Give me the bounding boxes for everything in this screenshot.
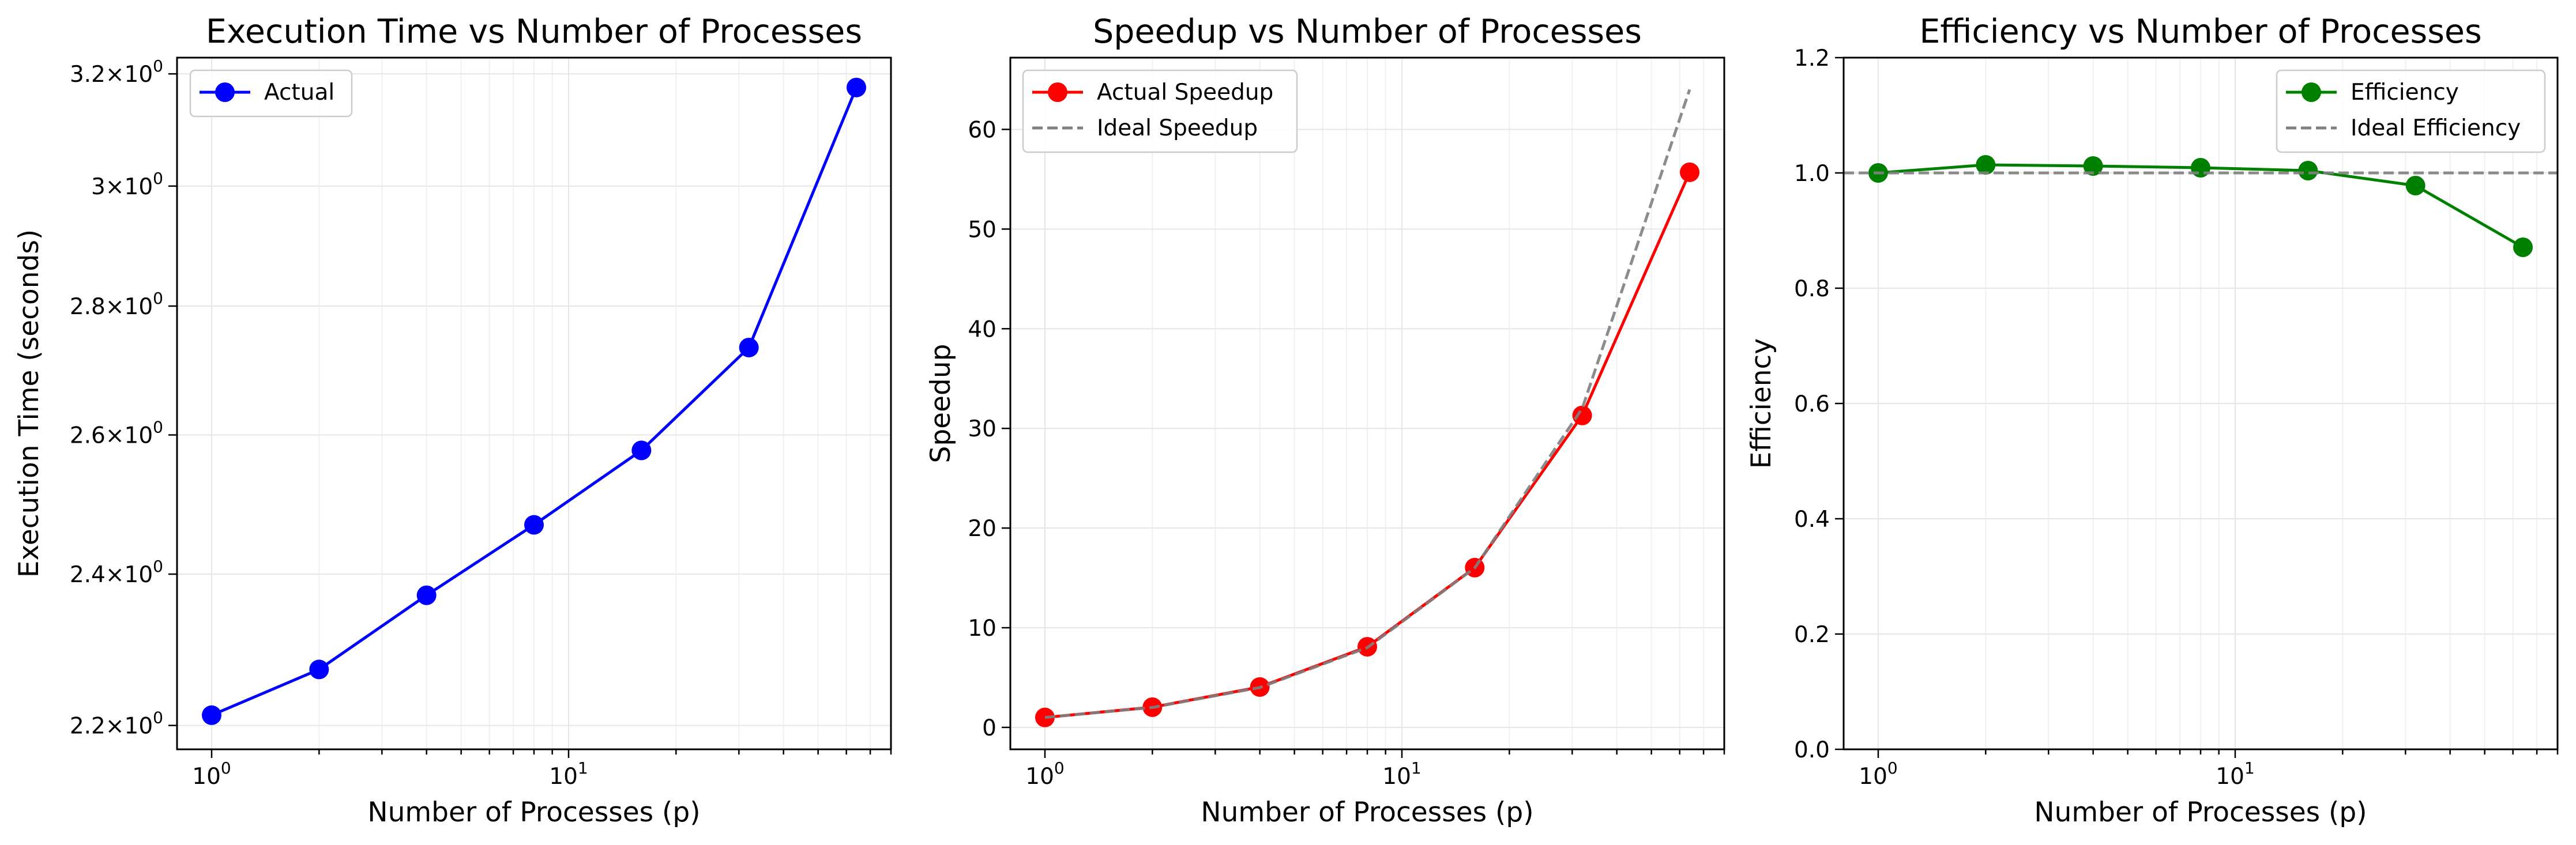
data-point [309,659,329,680]
legend-marker [2302,82,2321,102]
y-tick-label: 1.0 [1794,161,1830,187]
data-point [2298,161,2318,180]
y-tick-label: 0.6 [1794,391,1830,417]
y-axis-label: Speedup [925,344,957,463]
y-tick-label: 60 [968,117,996,143]
legend-label: Actual [264,80,334,105]
data-point [1035,707,1055,727]
legend-marker [215,82,235,102]
y-tick-label: 10 [968,616,996,642]
data-point [739,337,759,357]
data-point [2083,156,2103,176]
data-point [2405,176,2425,195]
y-tick-label: 2.2×100 [70,708,163,740]
data-point [847,77,867,97]
x-tick-label: 100 [1025,759,1064,790]
legend [1022,69,1298,153]
legend-label: Ideal Speedup [1097,115,1258,141]
y-tick-label: 1.2 [1794,46,1830,71]
chart-title: Efficiency vs Number of Processes [1919,13,2481,51]
y-tick-label: 50 [968,217,996,243]
legend-label: Efficiency [2351,80,2459,105]
x-tick-label: 101 [2216,759,2254,790]
y-tick-label: 0 [982,715,996,741]
x-tick-label: 101 [549,759,588,790]
data-point [1680,162,1700,182]
y-tick-label: 0.8 [1794,276,1830,302]
y-tick-label: 0.0 [1794,737,1830,763]
data-point [2513,237,2533,257]
data-point [631,440,652,461]
data-point [1976,155,1996,175]
series-line-ideal-speedup [1044,89,1691,719]
chart-title: Execution Time vs Number of Processes [206,13,862,51]
efficiency-chart: 100 101 0.0 0.2 0.4 0.6 0.8 1.0 1.2 Efficiency Id… [1746,13,2559,828]
data-point [416,585,437,605]
y-tick-label: 0.4 [1794,507,1830,533]
y-tick-label: 0.2 [1794,622,1830,648]
execution-time-chart: 100 101 2.2×100 2.4×100 2.6×100 2.8×100 3×100 3… [13,13,892,828]
x-tick-label: 100 [1859,759,1897,790]
legend-label: Actual Speedup [1097,80,1273,105]
x-axis-label: Number of Processes (p) [1201,797,1533,828]
data-point [1572,405,1592,425]
x-tick-label: 100 [192,759,231,790]
legend-marker [1048,82,1067,102]
y-tick-label: 30 [968,416,996,442]
y-tick-label: 2.6×100 [70,418,163,449]
legend [2276,69,2546,153]
x-axis-label: Number of Processes (p) [2034,797,2367,828]
y-tick-label: 3×100 [91,169,163,200]
y-tick-label: 2.8×100 [70,289,163,320]
y-tick-label: 3.2×100 [70,56,163,88]
y-tick-label: 20 [968,516,996,542]
legend-label: Ideal Efficiency [2351,115,2521,141]
data-point [201,705,221,725]
y-axis-label: Efficiency [1746,338,1777,469]
x-tick-label: 101 [1382,759,1421,790]
chart-title: Speedup vs Number of Processes [1093,13,1642,51]
data-point [524,515,544,535]
x-axis-label: Number of Processes (p) [367,797,700,828]
legend [189,69,353,118]
y-axis-label: Execution Time (seconds) [13,229,45,578]
data-point [2191,158,2210,178]
y-tick-label: 2.4×100 [70,557,163,588]
y-tick-label: 40 [968,316,996,342]
